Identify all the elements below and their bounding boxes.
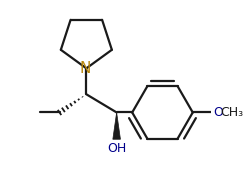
Text: CH₃: CH₃ [220, 106, 243, 119]
Text: OH: OH [107, 142, 126, 155]
Text: N: N [80, 61, 91, 76]
Polygon shape [113, 112, 121, 139]
Text: O: O [213, 106, 223, 119]
